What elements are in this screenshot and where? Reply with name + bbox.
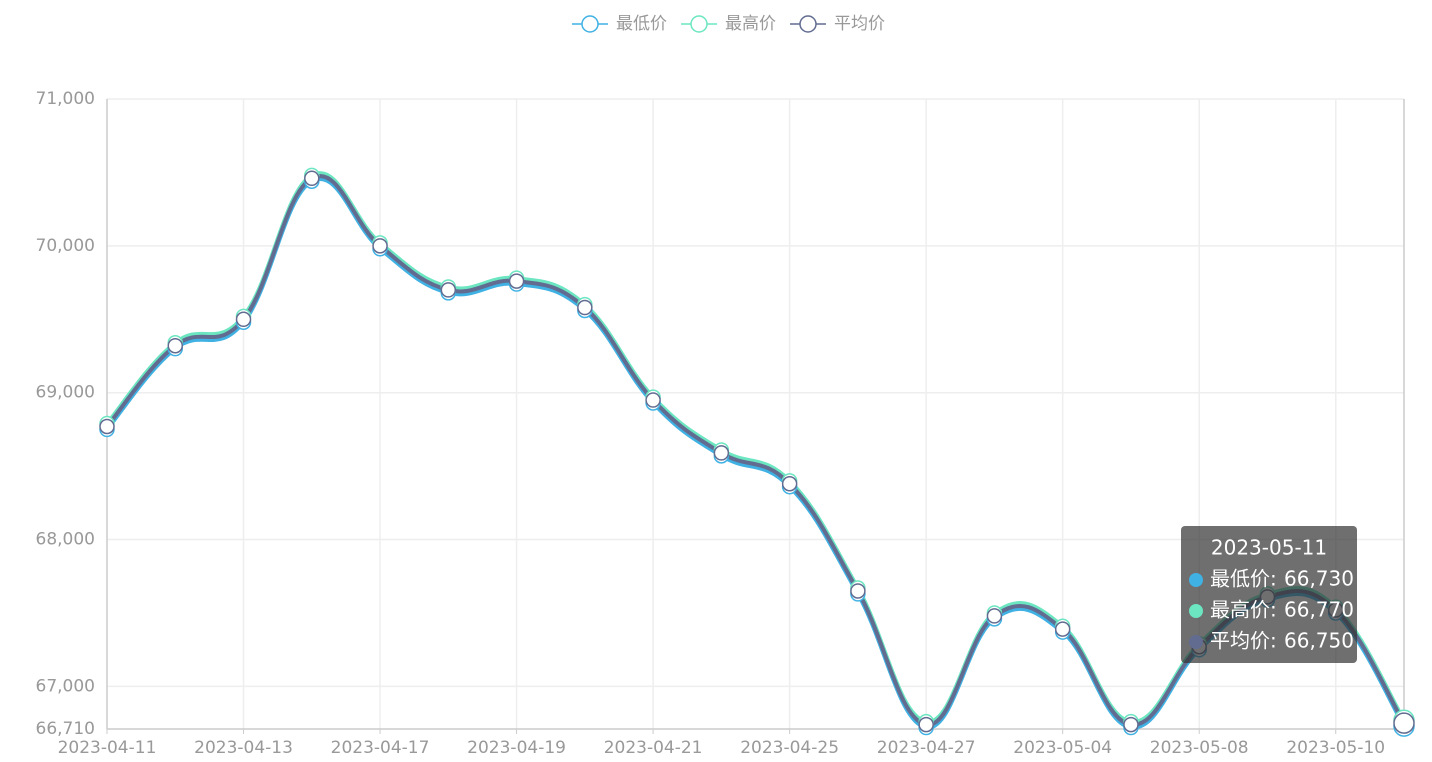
y-tick-label: 68,000 [36, 530, 95, 550]
data-point [1123, 716, 1139, 733]
x-tick-label: 2023-04-25 [740, 738, 839, 758]
legend-label: 平均价 [834, 14, 885, 34]
data-point [167, 337, 184, 354]
legend-label: 最高价 [725, 14, 776, 34]
data-point [304, 170, 320, 187]
data-point [372, 238, 388, 254]
tooltip-dot [1189, 604, 1203, 618]
data-point [1054, 621, 1071, 637]
legend-icon [799, 15, 817, 33]
y-tick-label: 70,000 [36, 236, 95, 256]
x-tick-label: 2023-04-13 [194, 738, 293, 758]
data-point [99, 418, 115, 435]
data-point [508, 273, 525, 289]
y-tick-label: 71,000 [36, 89, 95, 109]
data-point [577, 299, 593, 316]
x-tick-label: 2023-04-19 [467, 738, 566, 758]
tooltip-box [1181, 526, 1357, 663]
tooltip-value: 66,750 [1284, 629, 1354, 653]
y-tick-label: 66,710 [36, 719, 95, 739]
x-tick-label: 2023-04-21 [604, 738, 703, 758]
tooltip-sep: : [1270, 567, 1277, 591]
tooltip-name: 平均价 [1210, 629, 1270, 653]
data-point [850, 583, 866, 599]
tooltip-name: 最低价 [1210, 567, 1270, 591]
data-point [713, 445, 730, 461]
legend-icon [690, 15, 708, 33]
x-tick-label: 2023-04-17 [331, 738, 430, 758]
y-tick-label: 67,000 [36, 676, 95, 696]
x-tick-label: 2023-05-08 [1150, 738, 1249, 758]
x-tick-label: 2023-05-04 [1013, 738, 1112, 758]
data-point [645, 392, 661, 408]
tooltip-title: 2023-05-11 [1211, 536, 1327, 560]
tooltip-dot [1189, 573, 1203, 587]
data-point [440, 282, 457, 298]
data-point [1393, 712, 1415, 734]
tooltip-sep: : [1270, 629, 1277, 653]
x-tick-label: 2023-04-27 [877, 738, 976, 758]
tooltip-sep: : [1270, 598, 1277, 622]
tooltip-value: 66,770 [1284, 598, 1354, 622]
legend-icon [581, 15, 599, 33]
data-point [781, 476, 798, 492]
tooltip-value: 66,730 [1284, 567, 1354, 591]
tooltip-name: 最高价 [1210, 598, 1270, 622]
tooltip-dot [1189, 635, 1203, 649]
data-point [235, 311, 252, 328]
data-point [986, 608, 1003, 624]
x-tick-label: 2023-04-11 [58, 738, 157, 758]
x-tick-label: 2023-05-10 [1286, 738, 1385, 758]
legend-label: 最低价 [616, 14, 667, 34]
data-point [918, 716, 934, 733]
y-tick-label: 69,000 [36, 383, 95, 403]
